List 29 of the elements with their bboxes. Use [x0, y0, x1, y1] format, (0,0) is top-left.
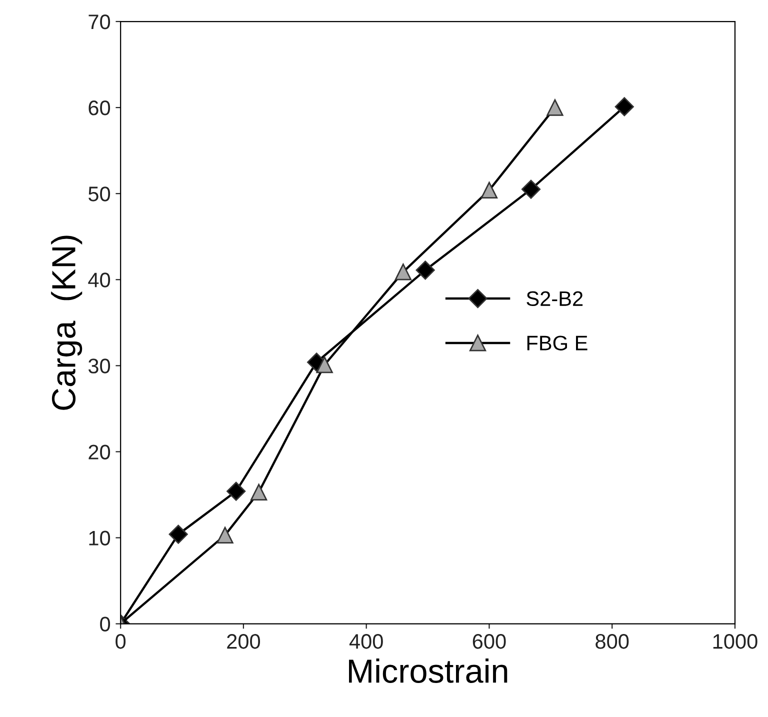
y-tick-label: 70	[88, 14, 110, 30]
point	[168, 524, 188, 544]
x-tick-label: 400	[349, 634, 383, 649]
y-tick-label: 10	[89, 530, 110, 546]
y-tick-label: 60	[88, 100, 110, 116]
legend-label: FBG E	[527, 336, 588, 350]
point	[316, 356, 333, 374]
point	[521, 180, 541, 199]
legend-label: S2-B2	[526, 291, 583, 306]
point	[394, 264, 412, 280]
point	[216, 526, 234, 544]
y-tick-label: 0	[100, 616, 110, 632]
x-tick-label: 800	[596, 634, 629, 649]
x-tick-label: 0	[116, 634, 126, 649]
y-tick-label: 20	[88, 444, 110, 460]
x-tick-label: 600	[472, 634, 506, 649]
x-tick-label: 1000	[713, 634, 758, 649]
point	[546, 99, 564, 116]
y-tick-label: 40	[88, 272, 110, 288]
y-tick-label: 50	[88, 186, 110, 202]
point	[250, 484, 268, 500]
x-axis-title: Microstrain	[349, 658, 508, 683]
y-axis-title: Carga (KN)	[51, 236, 82, 410]
y-tick-label: 30	[88, 358, 110, 374]
point	[416, 260, 435, 280]
point	[614, 97, 634, 116]
x-tick-label: 200	[227, 634, 260, 649]
point	[480, 182, 498, 198]
point	[226, 482, 246, 501]
